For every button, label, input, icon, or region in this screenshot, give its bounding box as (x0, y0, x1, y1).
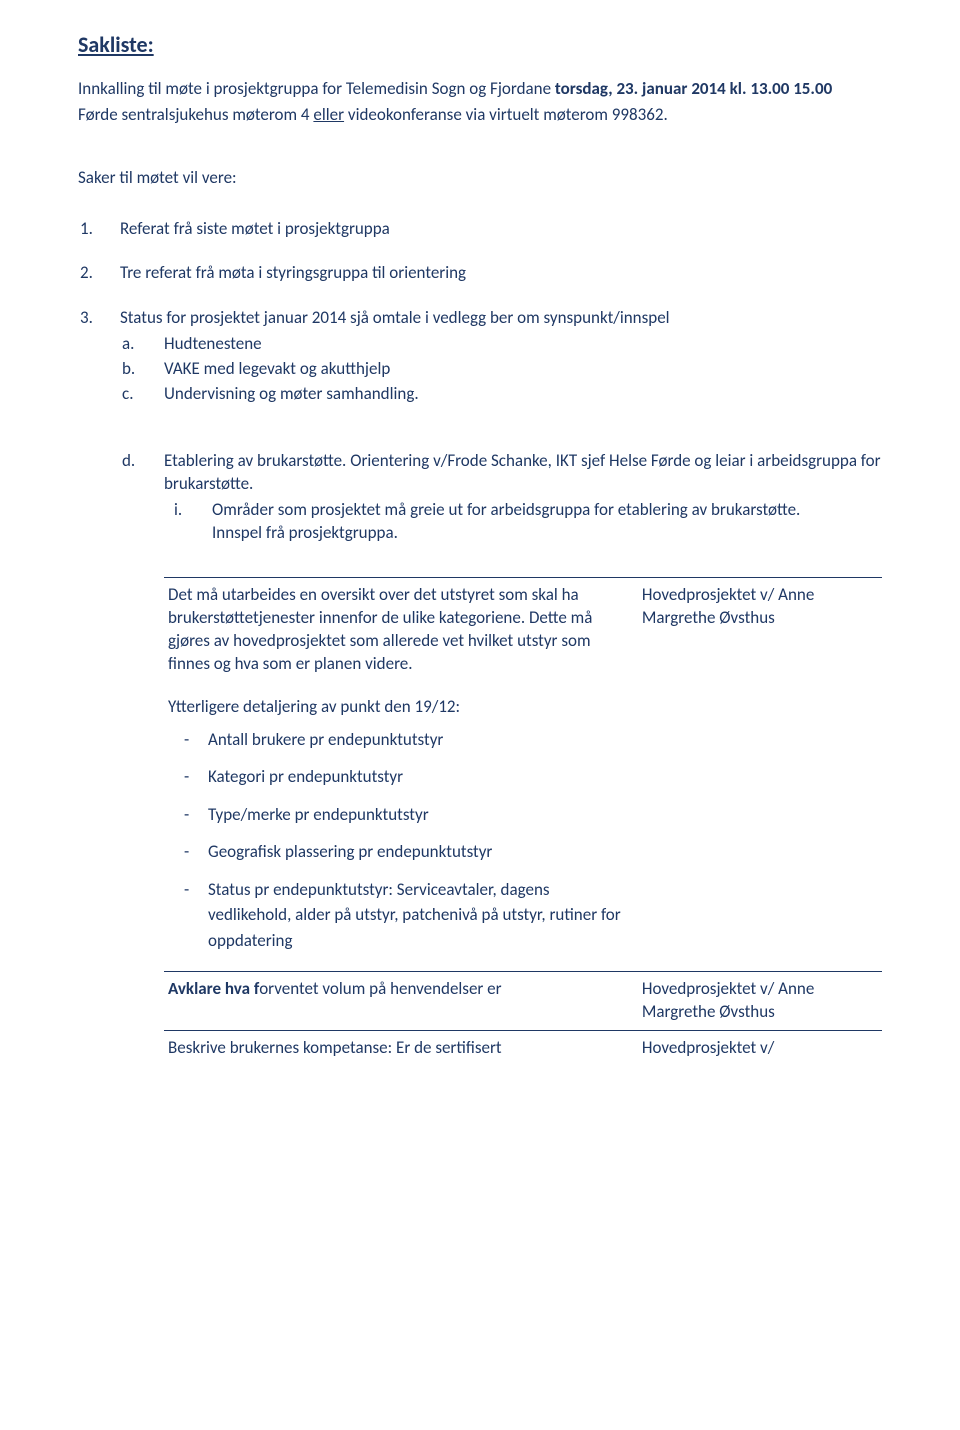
sub-text: VAKE med legevakt og akutthjelp (164, 358, 390, 379)
i-text-2: Innspel frå prosjektgruppa. (212, 522, 882, 545)
intro-line-2: Førde sentralsjukehus møterom 4 eller vi… (78, 104, 882, 127)
agenda-list: 1. Referat frå siste møtet i prosjektgru… (78, 218, 882, 407)
intro-line-1: Innkalling til møte i prosjektgruppa for… (78, 78, 882, 101)
cell-left: Det må utarbeides en oversikt over det u… (164, 577, 638, 971)
item-text: Referat frå siste møtet i prosjektgruppa (120, 218, 390, 239)
sub-list-abc: a.Hudtenestene b.VAKE med legevakt og ak… (120, 333, 882, 406)
info-table: Det må utarbeides en oversikt over det u… (164, 577, 882, 1066)
sub-text: Undervisning og møter samhandling. (164, 383, 419, 404)
dash-item: Status pr endepunktutstyr: Serviceavtale… (208, 877, 630, 954)
d-item-block: d. Etablering av brukarstøtte. Orienteri… (78, 450, 882, 545)
table-row: Avklare hva forventet volum på henvendel… (164, 972, 882, 1031)
item-text: Status for prosjektet januar 2014 sjå om… (120, 307, 670, 328)
detail-head: Ytterligere detaljering av punkt den 19/… (168, 696, 630, 719)
cell-right: Hovedprosjektet v/ Anne Margrethe Øvsthu… (638, 577, 882, 971)
item-text: Tre referat frå møta i styringsgruppa ti… (120, 262, 466, 283)
cell-left: Avklare hva forventet volum på henvendel… (164, 972, 638, 1031)
sub-item: b.VAKE med legevakt og akutthjelp (164, 358, 882, 381)
d-text: Etablering av brukarstøtte. Orientering … (164, 450, 882, 496)
dash-item: Kategori pr endepunktutstyr (208, 764, 630, 790)
sub-letter: b. (122, 358, 135, 381)
row1-paragraph: Det må utarbeides en oversikt over det u… (168, 584, 630, 676)
item-number: 2. (80, 262, 93, 285)
intro-bold: torsdag, 23. januar 2014 kl. 13.00 15.00 (555, 78, 832, 99)
cell-right: Hovedprosjektet v/ Anne Margrethe Øvsthu… (638, 972, 882, 1031)
intro2-post: videokonferanse via virtuelt møterom 998… (344, 104, 668, 125)
sub-item: c.Undervisning og møter samhandling. (164, 383, 882, 406)
section-heading: Saker til møtet vil vere: (78, 167, 882, 190)
d-letter: d. (122, 450, 164, 473)
table-row: Det må utarbeides en oversikt over det u… (164, 577, 882, 971)
sub-text: Hudtenestene (164, 333, 262, 354)
table-row: Beskrive brukernes kompetanse: Er de ser… (164, 1030, 882, 1065)
i-text: Områder som prosjektet må greie ut for a… (212, 499, 800, 520)
avklare-rest: orventet volum på henvendelser er (259, 978, 501, 999)
avklare-bold: Avklare hva f (168, 978, 259, 999)
item-number: 3. (80, 307, 93, 330)
i-sub-item: i. Områder som prosjektet må greie ut fo… (164, 499, 882, 545)
page-title: Sakliste: (78, 30, 882, 60)
info-table-wrap: Det må utarbeides en oversikt over det u… (164, 577, 882, 1066)
list-item: 3. Status for prosjektet januar 2014 sjå… (120, 307, 882, 406)
dash-item: Antall brukere pr endepunktutstyr (208, 727, 630, 753)
dash-list: Antall brukere pr endepunktutstyr Katego… (168, 727, 630, 954)
intro2-pre: Førde sentralsjukehus møterom 4 (78, 104, 313, 125)
i-mark: i. (174, 499, 182, 522)
cell-left: Beskrive brukernes kompetanse: Er de ser… (164, 1030, 638, 1065)
intro2-underline: eller (313, 104, 344, 125)
sub-letter: c. (122, 383, 133, 406)
sub-item: a.Hudtenestene (164, 333, 882, 356)
list-item: 2. Tre referat frå møta i styringsgruppa… (120, 262, 882, 285)
list-item: 1. Referat frå siste møtet i prosjektgru… (120, 218, 882, 241)
dash-item: Type/merke pr endepunktutstyr (208, 802, 630, 828)
item-number: 1. (80, 218, 93, 241)
dash-item: Geografisk plassering pr endepunktutstyr (208, 839, 630, 865)
sub-letter: a. (122, 333, 134, 356)
intro-pre: Innkalling til møte i prosjektgruppa for… (78, 78, 555, 99)
cell-right: Hovedprosjektet v/ (638, 1030, 882, 1065)
